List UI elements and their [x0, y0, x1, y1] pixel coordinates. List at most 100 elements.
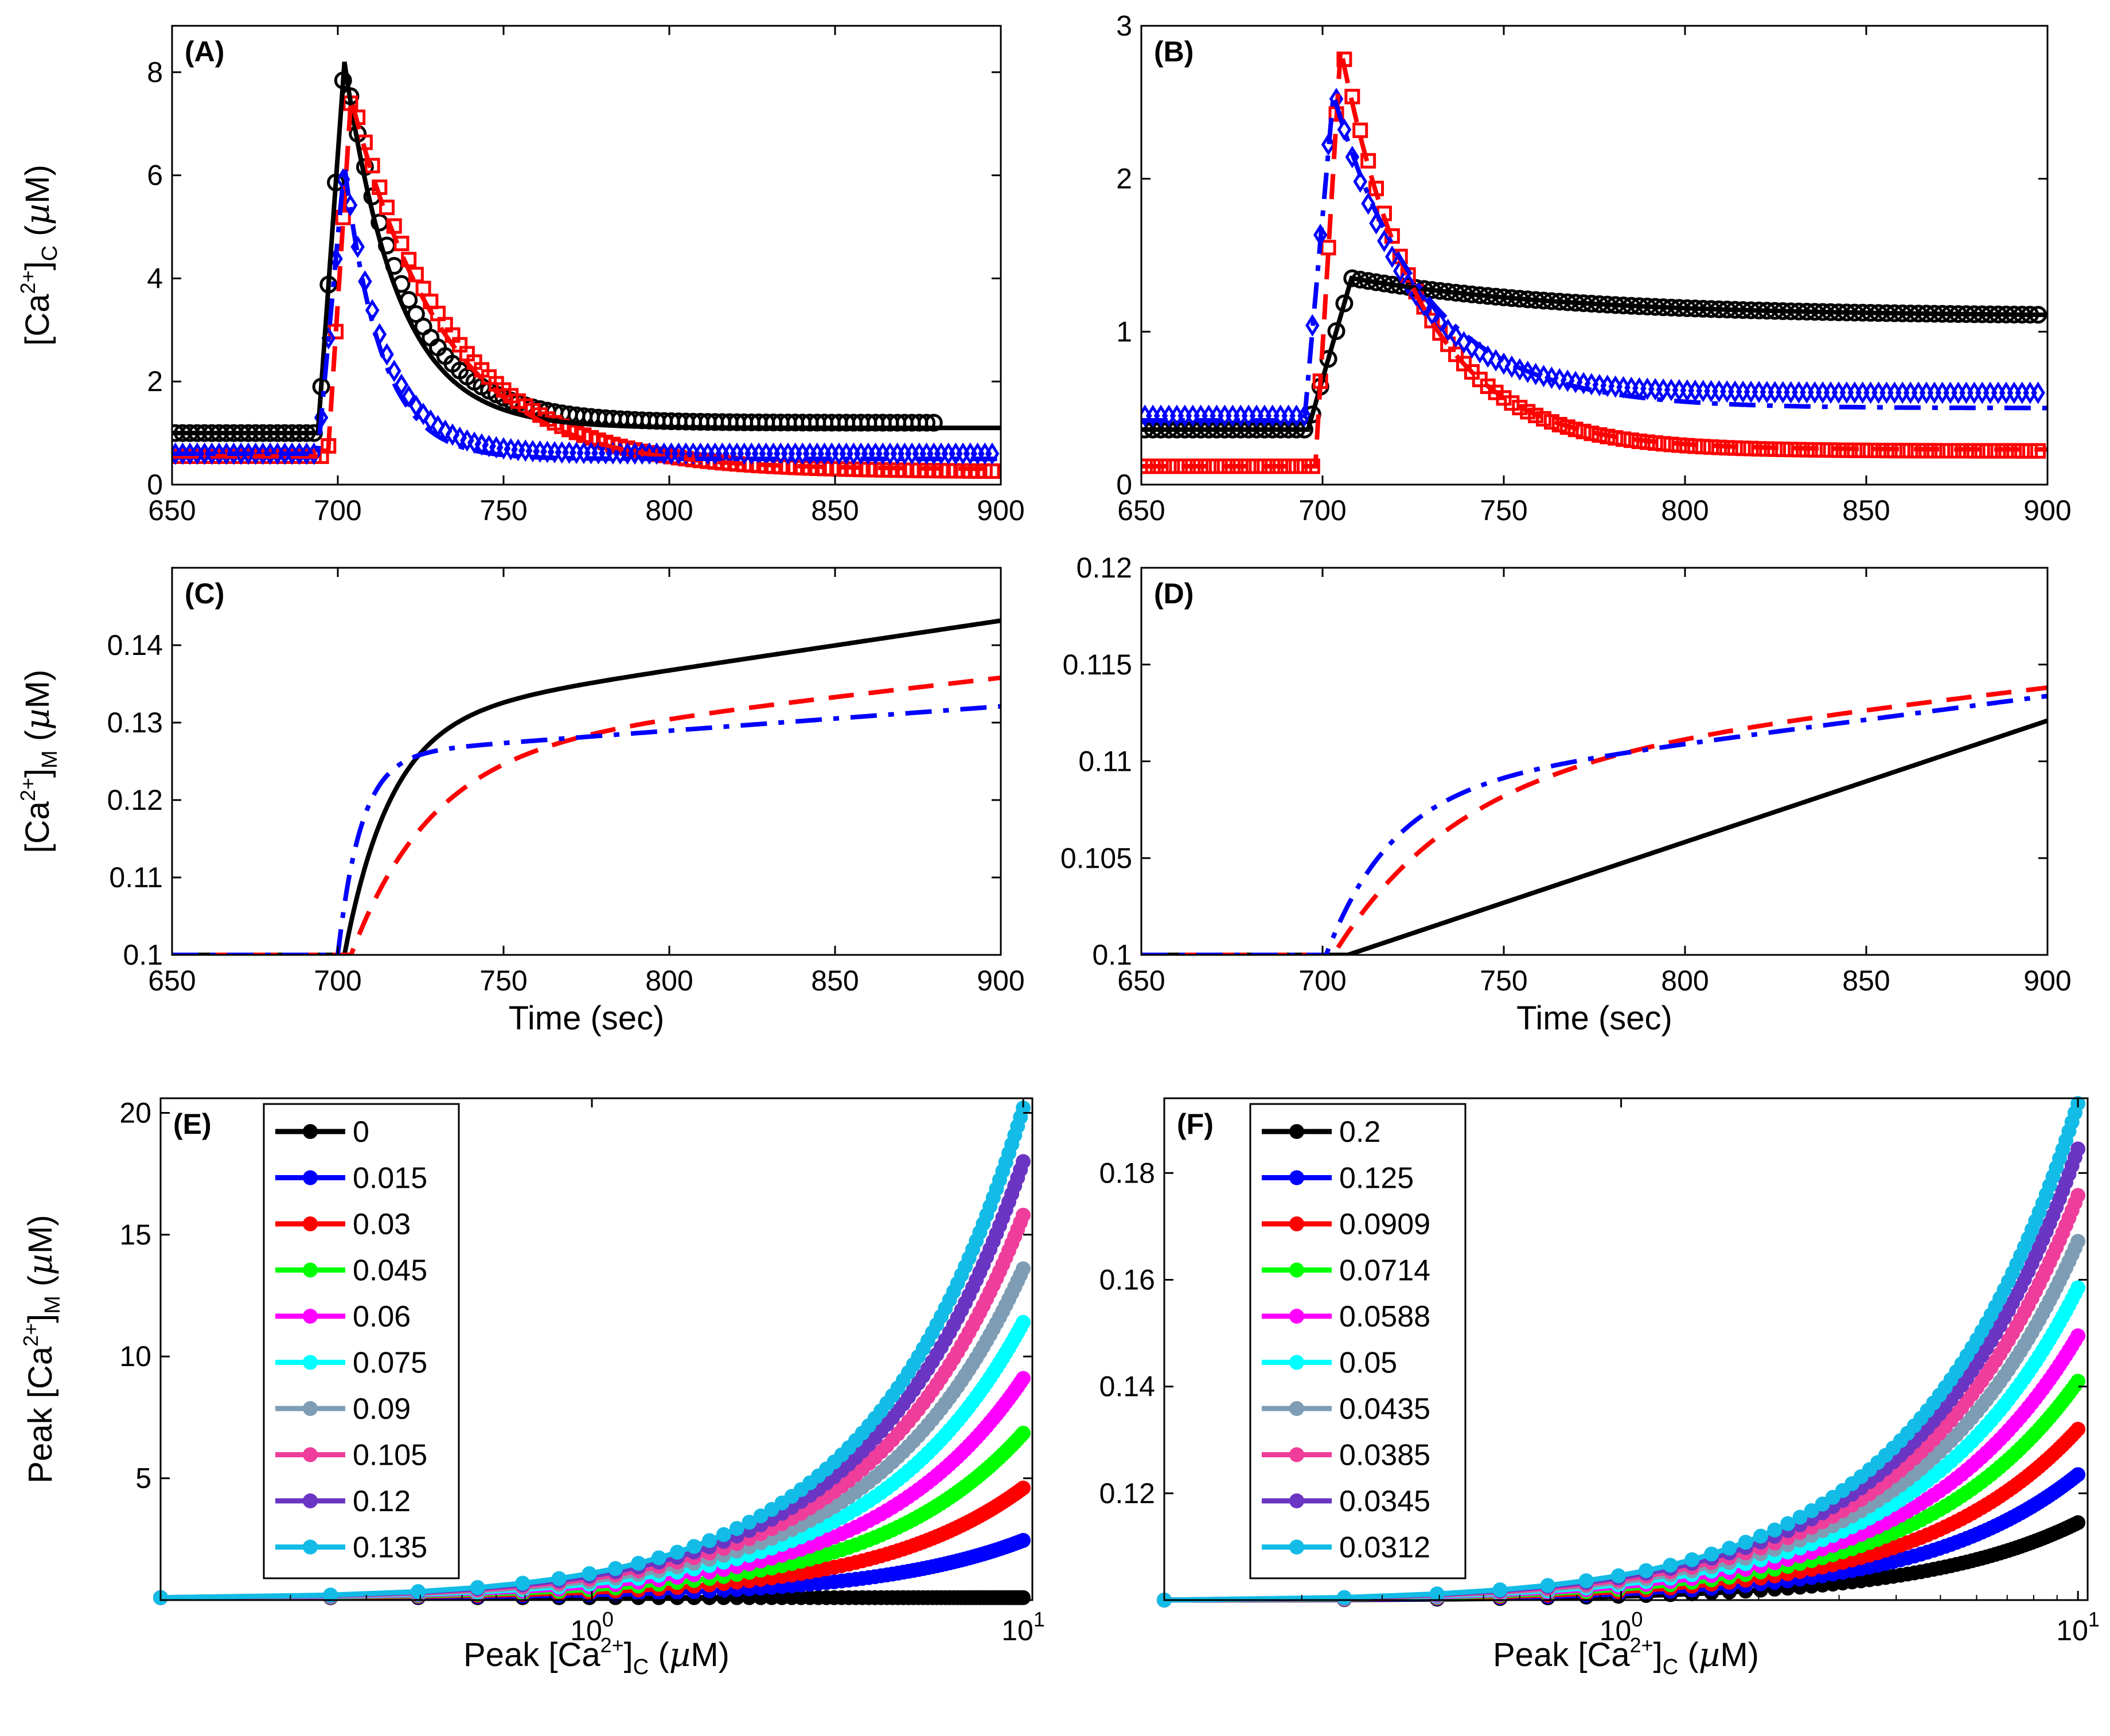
panel-title: (E) — [173, 1108, 212, 1140]
data-point — [608, 1561, 623, 1577]
data-point — [411, 1584, 426, 1600]
data-point — [2030, 443, 2046, 459]
x-axis-label: Peak [Ca2+]C (µM) — [1493, 1633, 1759, 1679]
data-point — [742, 1515, 757, 1530]
data-point — [343, 194, 358, 217]
legend-swatch-marker — [1289, 1447, 1304, 1462]
x-axis-label: Time (sec) — [1516, 1000, 1672, 1037]
data-point — [687, 1539, 702, 1554]
legend-label: 0 — [353, 1115, 369, 1149]
data-point — [445, 423, 460, 446]
x-tick-label: 650 — [1117, 965, 1165, 997]
x-tick-label: 750 — [1480, 965, 1527, 997]
data-point — [1321, 133, 1336, 156]
series-skyblue — [153, 1100, 1031, 1605]
data-point — [2070, 1515, 2086, 1531]
legend-label: 0.0435 — [1339, 1392, 1430, 1426]
y-tick-label: 10 — [119, 1340, 151, 1372]
panel-title: (F) — [1177, 1108, 1214, 1140]
data-point — [2070, 1422, 2086, 1437]
panel-a: 650 700 750 800 850 900 0 2 4 6 8 (A) [Ca2+]C (µM) — [16, 25, 1025, 526]
y-tick-label: 0 — [147, 469, 163, 501]
y-axis-label: [Ca2+]M (µM) — [16, 670, 62, 853]
series-line-blue — [172, 704, 1001, 955]
y-tick-label: 0.11 — [1078, 746, 1132, 778]
legend-label: 0.015 — [353, 1162, 427, 1195]
data-point — [1575, 423, 1592, 439]
legend-swatch-marker — [1289, 1262, 1304, 1278]
data-point — [1592, 427, 1608, 443]
data-point — [1401, 272, 1415, 295]
data-point — [1540, 1578, 1555, 1593]
legend-label: 0.045 — [353, 1254, 427, 1288]
data-point — [2070, 1280, 2086, 1296]
x-tick-label: 100 — [1600, 1608, 1643, 1647]
x-axis-label: Time (sec) — [509, 1000, 665, 1037]
axes-frame: 650 700 750 800 850 900 0.1 0.11 0.12 0.13 0.14 — [107, 567, 1025, 997]
data-point — [1353, 170, 1368, 193]
legend-swatch-marker — [303, 1493, 318, 1508]
x-tick-label: 750 — [1480, 494, 1527, 526]
y-tick-label: 0.14 — [1099, 1371, 1155, 1403]
legend-item: 0.0909 — [1262, 1208, 1430, 1241]
legend-item: 0.0345 — [1262, 1485, 1430, 1518]
data-point — [1345, 146, 1360, 169]
x-tick-label: 900 — [977, 494, 1024, 526]
data-point — [1016, 1426, 1031, 1441]
legend-swatch-marker — [1289, 1493, 1304, 1508]
data-point — [729, 1521, 744, 1536]
x-tick-label: 800 — [645, 965, 693, 997]
x-tick-label: 700 — [314, 965, 361, 997]
legend: 0 0.015 0.03 0.045 0.06 0.075 0.09 0.105 0.12 0.1… — [263, 1103, 460, 1579]
data-point — [1392, 248, 1408, 264]
data-point — [1780, 1516, 1796, 1531]
data-point — [669, 1544, 685, 1560]
data-point — [1016, 1480, 1031, 1496]
axes-frame: 650 700 750 800 850 900 0 2 4 6 8 — [147, 25, 1025, 526]
data-point — [364, 158, 380, 174]
legend-swatch-marker — [303, 1355, 318, 1370]
legend-swatch-marker — [1289, 1401, 1304, 1416]
data-point — [1409, 283, 1423, 306]
legend-label: 0.075 — [353, 1347, 427, 1380]
y-tick-label: 1 — [1116, 315, 1132, 348]
data-point — [1320, 240, 1336, 256]
y-tick-label: 0.12 — [1099, 1477, 1155, 1509]
axes-frame: 100 101 0.12 0.14 0.16 0.18 — [1099, 1097, 2100, 1647]
x-tick-label: 850 — [1842, 494, 1890, 526]
data-point — [1480, 345, 1495, 368]
data-point — [323, 1587, 338, 1603]
y-tick-label: 2 — [147, 365, 163, 397]
plot-area — [153, 1100, 1031, 1605]
x-tick-label: 800 — [645, 494, 693, 526]
y-tick-label: 0.18 — [1099, 1157, 1155, 1189]
data-point — [1384, 228, 1400, 244]
legend-label: 0.0909 — [1339, 1208, 1430, 1241]
x-tick-label: 100 — [570, 1608, 614, 1647]
data-point — [1016, 1532, 1031, 1548]
legend-item: 0.2 — [1262, 1115, 1380, 1149]
x-axis-label: Peak [Ca2+]C (µM) — [463, 1633, 730, 1679]
data-point — [551, 1571, 567, 1586]
data-point — [1368, 181, 1384, 197]
x-tick-label: 750 — [479, 965, 527, 997]
series-skyblue — [1157, 1096, 2086, 1608]
data-point — [2070, 1234, 2086, 1249]
legend-item: 0.12 — [275, 1485, 411, 1518]
legend-label: 0.2 — [1339, 1115, 1380, 1149]
data-point — [716, 1527, 731, 1542]
data-point — [1016, 1314, 1031, 1330]
x-tick-label: 700 — [1298, 494, 1346, 526]
x-tick-label: 650 — [1117, 494, 1165, 526]
legend-swatch-marker — [1289, 1216, 1304, 1231]
y-tick-label: 20 — [119, 1097, 151, 1129]
axes-frame: 650 700 750 800 850 900 0.1 0.105 0.11 0.115 0.12 — [1060, 552, 2072, 997]
panel-title: (D) — [1154, 578, 1194, 610]
x-tick-label: 850 — [811, 494, 859, 526]
data-point — [1545, 366, 1559, 389]
legend-item: 0.0312 — [1262, 1531, 1430, 1565]
series-line-red — [1141, 48, 2047, 469]
legend-item: 0.05 — [1262, 1347, 1397, 1380]
data-point — [651, 1550, 666, 1566]
data-point — [1792, 1509, 1808, 1525]
